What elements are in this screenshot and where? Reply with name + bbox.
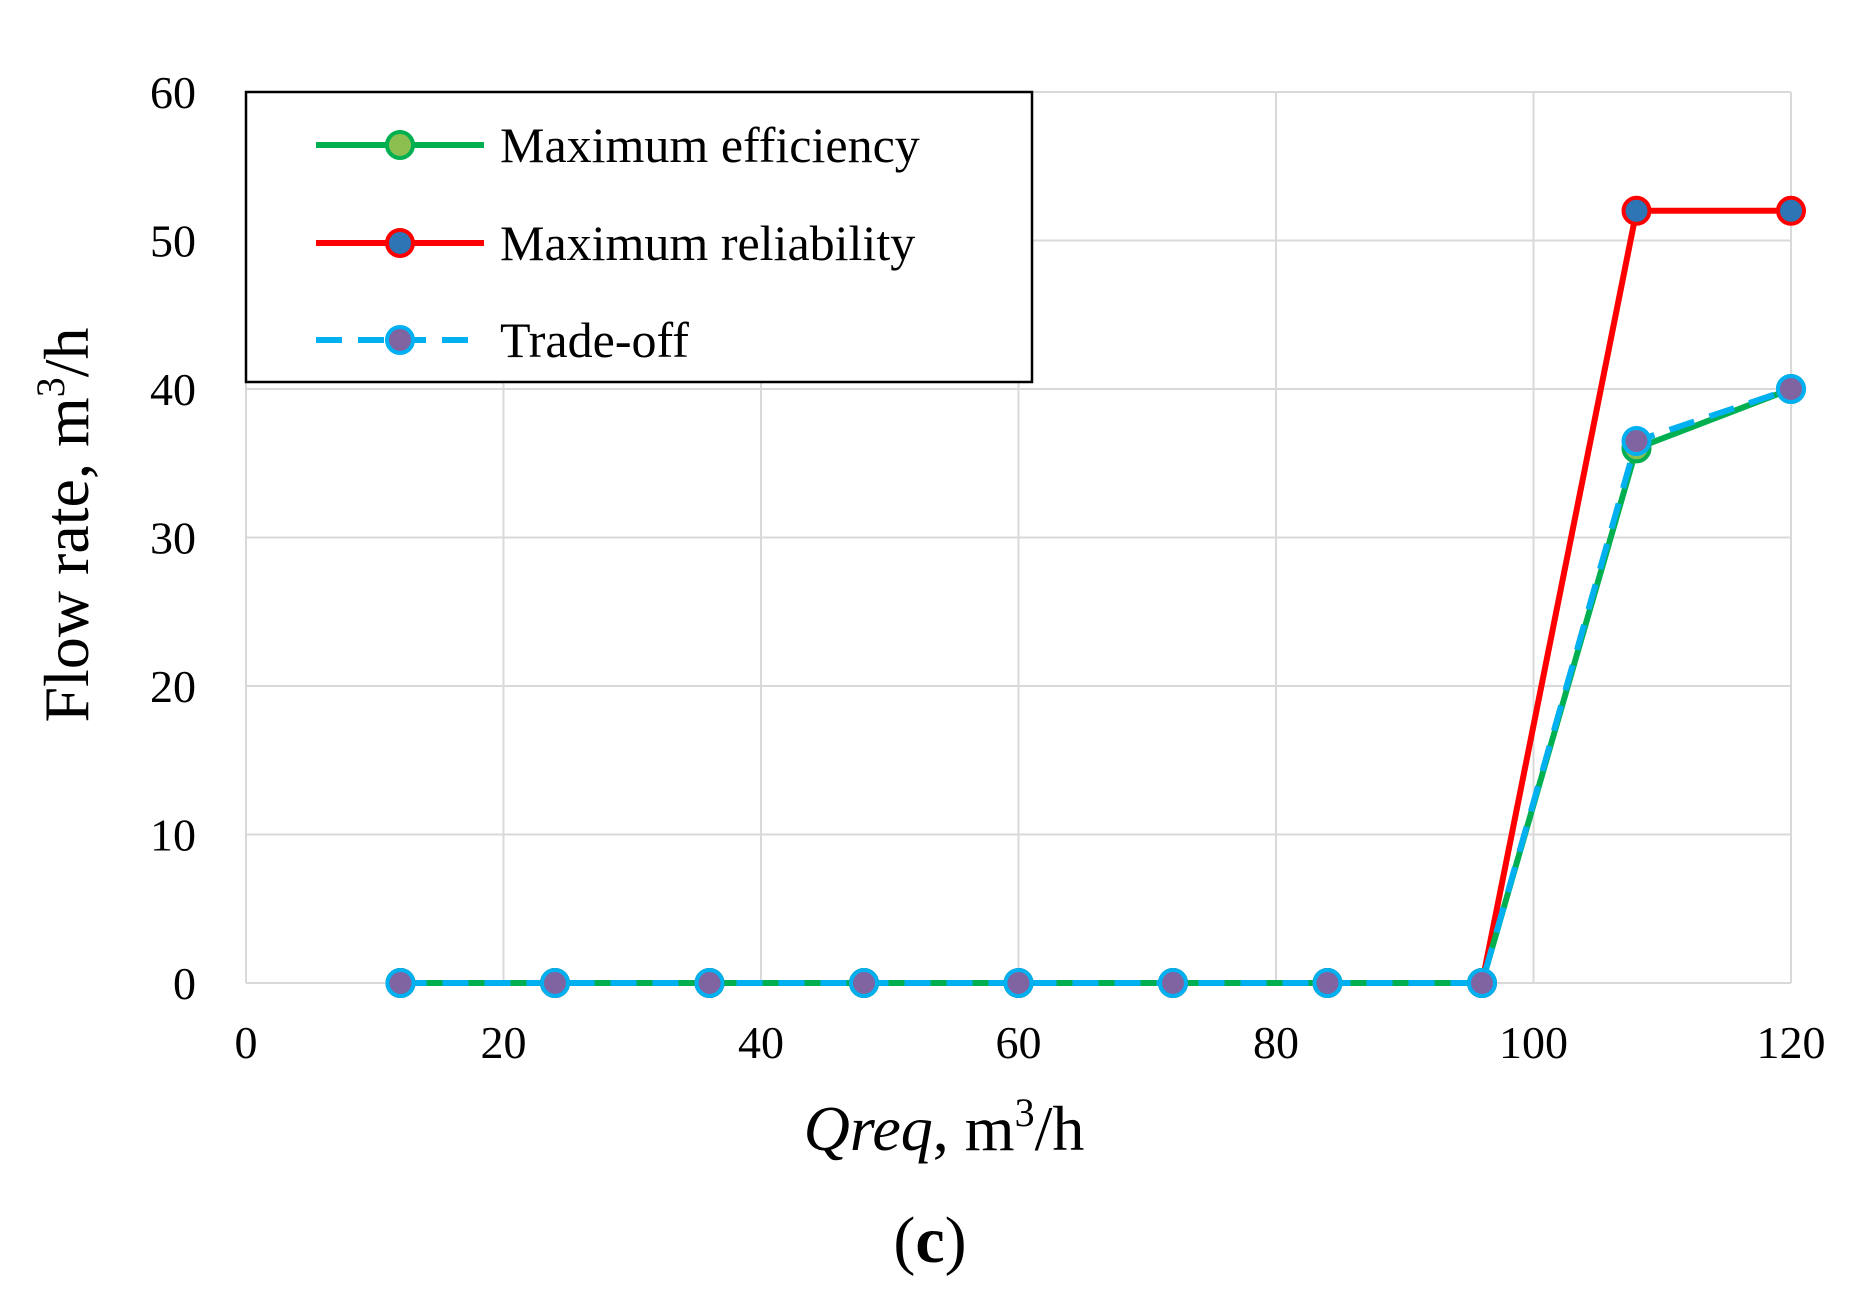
- legend-marker: [385, 130, 415, 160]
- legend-label: Maximum efficiency: [500, 117, 920, 173]
- data-point-trade-off: [1467, 968, 1497, 998]
- data-point-trade-off: [1003, 968, 1034, 998]
- panel-label: (c): [893, 1204, 966, 1277]
- data-point-trade-off: [1621, 425, 1652, 456]
- data-point-maximum-reliability: [1776, 195, 1806, 226]
- legend-box: [244, 90, 1034, 384]
- legend-label: Trade-off: [500, 312, 689, 368]
- x-tick-label: 40: [738, 1017, 784, 1068]
- x-tick-label: 120: [1757, 1017, 1826, 1068]
- data-point-trade-off: [1312, 968, 1343, 998]
- x-tick-label: 100: [1499, 1017, 1568, 1068]
- y-tick-label: 10: [150, 810, 196, 861]
- series-trade-off: [400, 386, 1792, 986]
- data-point-trade-off: [1776, 374, 1806, 404]
- y-tick-label: 30: [150, 513, 196, 564]
- legend-marker: [385, 325, 415, 355]
- series-markers-trade-off: [385, 374, 1806, 998]
- x-axis-title: Qreq, m3/h: [804, 1090, 1085, 1164]
- y-tick-label: 40: [150, 364, 196, 415]
- y-tick-label: 50: [150, 216, 196, 267]
- x-tick-label: 80: [1253, 1017, 1299, 1068]
- data-point-trade-off: [849, 968, 879, 998]
- data-point-trade-off: [385, 968, 416, 998]
- y-tick-label: 20: [150, 661, 196, 712]
- x-tick-label: 20: [481, 1017, 527, 1068]
- x-tick-label: 0: [235, 1017, 258, 1068]
- tick-labels: 0 20 40 60 80 100 120 0 10 20 30 40 50 60: [150, 67, 1826, 1068]
- series-line-trade-off: [400, 386, 1792, 986]
- legend-marker: [385, 228, 415, 258]
- y-axis-title: Flow rate, m3/h: [28, 327, 102, 722]
- legend-item-trade-off: Trade-off: [316, 312, 689, 368]
- data-point-trade-off: [540, 968, 570, 998]
- y-tick-label: 0: [173, 958, 196, 1009]
- y-tick-label: 60: [150, 67, 196, 118]
- legend-item-maximum-reliability: Maximum reliability: [316, 215, 915, 271]
- data-point-trade-off: [694, 968, 725, 998]
- legend-label: Maximum reliability: [500, 215, 915, 271]
- legend-item-maximum-efficiency: Maximum efficiency: [316, 117, 920, 173]
- legend: Maximum efficiency Maximum reliability Tra…: [244, 90, 1034, 384]
- x-tick-label: 60: [996, 1017, 1042, 1068]
- data-point-trade-off: [1158, 968, 1188, 998]
- series-layer: [385, 195, 1806, 998]
- data-point-maximum-reliability: [1621, 195, 1652, 226]
